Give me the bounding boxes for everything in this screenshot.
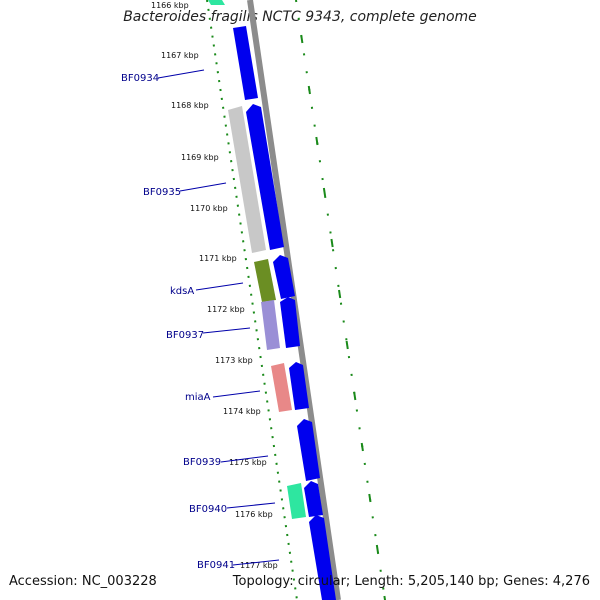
inner-ring-tick	[330, 238, 334, 248]
gene-label-kdsa[interactable]: kdsA	[170, 286, 194, 297]
accession-label: Accession:	[9, 574, 78, 589]
leader-line-bf0937	[202, 327, 251, 334]
gene-arrow-bf0935[interactable]	[246, 104, 284, 250]
gene-arrow-bf0941[interactable]	[309, 515, 336, 600]
gene-arrow-bf0934[interactable]	[233, 26, 258, 100]
outer-scale-ring	[206, 0, 298, 600]
leader-line-bf0939	[220, 455, 269, 463]
tick-label-1173-kbp: 1173 kbp	[215, 356, 253, 365]
inner-ring-tick	[368, 493, 372, 503]
tick-label-1168-kbp: 1168 kbp	[171, 101, 209, 110]
accession-info: Accession: NC_003228	[9, 574, 157, 589]
map-title: Bacteroides fragilis NCTC 9343, complete…	[123, 9, 477, 25]
gene-label-bf0935[interactable]: BF0935	[143, 187, 181, 198]
gene-arrow-miaa[interactable]	[289, 362, 309, 410]
leader-line-bf0934	[157, 69, 205, 79]
inner-ring-tick	[383, 595, 387, 600]
inner-ring-tick	[345, 340, 349, 350]
cog-feature-gray	[228, 106, 266, 253]
genes-value: 4,276	[552, 574, 590, 589]
inner-ring-tick	[300, 34, 304, 44]
gene-arrow-bf0937[interactable]	[280, 297, 300, 348]
cog-feature-salmon	[271, 363, 292, 412]
leader-line-miaa	[212, 390, 261, 398]
inner-ring-tick	[315, 136, 319, 146]
cog-feature-olive	[254, 259, 276, 302]
genes-label: Genes:	[503, 574, 549, 589]
tick-label-1171-kbp: 1171 kbp	[199, 254, 237, 263]
inner-ring-tick	[360, 442, 364, 452]
tick-label-1169-kbp: 1169 kbp	[181, 153, 219, 162]
inner-ring-tick	[322, 187, 327, 197]
tick-label-1172-kbp: 1172 kbp	[207, 305, 245, 314]
tick-label-1175-kbp: 1175 kbp	[229, 458, 267, 467]
genome-stats: Topology: circular; Length: 5,205,140 bp…	[232, 574, 590, 589]
inner-ring-tick	[338, 289, 342, 299]
inner-ring-tick	[353, 391, 357, 401]
gene-leader-lines	[157, 69, 280, 566]
gene-label-bf0940[interactable]: BF0940	[189, 504, 227, 515]
tick-label-1167-kbp: 1167 kbp	[161, 51, 199, 60]
topology-value: circular	[297, 574, 346, 589]
accession-value: NC_003228	[81, 574, 157, 589]
gene-arrow-bf0940[interactable]	[304, 481, 323, 517]
tick-label-1177-kbp: 1177 kbp	[240, 561, 278, 570]
gene-arrow-kdsa[interactable]	[273, 255, 295, 299]
leader-line-bf0941	[232, 559, 280, 566]
topology-label: Topology:	[232, 574, 294, 589]
leader-line-bf0935	[179, 182, 227, 192]
length-value: 5,205,140 bp	[407, 574, 495, 589]
tick-label-1170-kbp: 1170 kbp	[190, 204, 228, 213]
gene-label-bf0937[interactable]: BF0937	[166, 330, 204, 341]
gene-label-bf0941[interactable]: BF0941	[197, 560, 235, 571]
leader-line-kdsa	[195, 282, 244, 291]
gene-label-miaa[interactable]: miaA	[185, 392, 211, 403]
inner-ring-dashes	[300, 34, 387, 600]
cog-feature-lavender	[261, 300, 280, 350]
tick-label-1174-kbp: 1174 kbp	[223, 407, 261, 416]
cog-feature-aqua	[287, 483, 306, 519]
tick-label-1166-kbp: 1166 kbp	[151, 1, 189, 10]
inner-ring-tick	[307, 85, 311, 95]
inner-ring-tick	[375, 544, 380, 554]
gene-label-bf0939[interactable]: BF0939	[183, 457, 221, 468]
cog-feature-aqua-top	[208, 0, 225, 5]
tick-label-1176-kbp: 1176 kbp	[235, 510, 273, 519]
gene-label-bf0934[interactable]: BF0934	[121, 73, 159, 84]
gene-arrow-bf0939[interactable]	[297, 419, 320, 481]
leader-line-bf0940	[226, 502, 276, 509]
length-label: Length:	[354, 574, 404, 589]
